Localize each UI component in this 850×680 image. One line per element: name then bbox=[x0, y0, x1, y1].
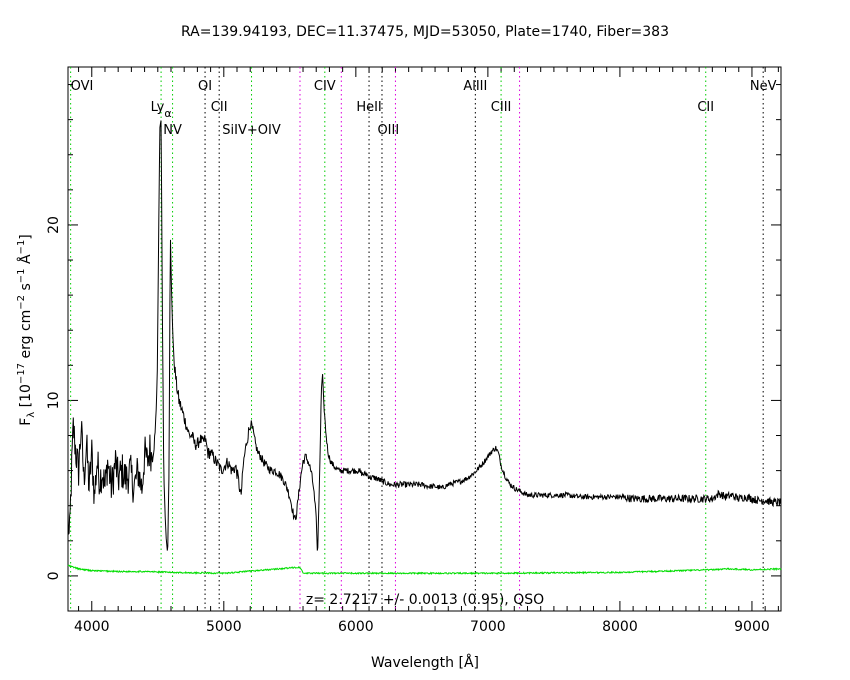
y-axis-label-mid1: erg cm bbox=[18, 310, 34, 363]
spectral-line-label: CIV bbox=[314, 79, 336, 94]
y-axis-label-exp1: −17 bbox=[16, 363, 27, 384]
y-axis-label-mid3: Å bbox=[17, 254, 34, 268]
spectral-line-label: SiIV+OIV bbox=[222, 123, 281, 138]
y-axis-label-prefix: F bbox=[18, 418, 34, 426]
y-axis-label-body: [10 bbox=[18, 384, 34, 412]
y-axis-label-exp2: −2 bbox=[16, 295, 27, 310]
x-tick-label: 6000 bbox=[338, 619, 374, 635]
spectral-line-label: AlIII bbox=[463, 79, 487, 94]
spectral-line-label-sub: α bbox=[164, 107, 171, 120]
plot-frame bbox=[67, 66, 782, 612]
spectral-line-label: HeII bbox=[356, 100, 381, 115]
y-axis-label-sub: λ bbox=[26, 412, 37, 418]
x-tick-label: 9000 bbox=[734, 619, 770, 635]
y-axis-label-mid2: s bbox=[18, 283, 34, 295]
x-tick-label: 7000 bbox=[470, 619, 506, 635]
spectral-line-label: CII bbox=[211, 100, 228, 115]
y-axis-label-end: ] bbox=[18, 234, 34, 239]
spectral-line-label: OIII bbox=[377, 123, 399, 138]
plot-area: 4000 5000 6000 7000 8000 900001020OVILyαNVOIC… bbox=[46, 66, 782, 635]
flux-series-line bbox=[67, 120, 782, 551]
x-tick-label: 4000 bbox=[74, 619, 110, 635]
error-series-line bbox=[67, 564, 782, 576]
x-tick-label: 8000 bbox=[602, 619, 638, 635]
y-axis-label-exp4: −1 bbox=[16, 240, 27, 255]
spectral-line-label: CII bbox=[697, 100, 714, 115]
spectral-line-label: OVI bbox=[71, 79, 94, 94]
y-tick-label: 0 bbox=[46, 571, 62, 580]
redshift-annotation: z= 2.7217 +/- 0.0013 (0.95), QSO bbox=[306, 592, 544, 608]
spectral-line-label: OI bbox=[198, 79, 212, 94]
x-axis-label: Wavelength [Å] bbox=[371, 654, 479, 671]
spectral-line-label: CIII bbox=[491, 100, 512, 115]
x-tick-label: 5000 bbox=[206, 619, 242, 635]
y-tick-label: 20 bbox=[46, 216, 62, 234]
y-axis-label: Fλ [10−17 erg cm−2 s−1 Å−1] bbox=[16, 234, 37, 426]
spectral-line-label: NeV bbox=[750, 79, 777, 94]
spectral-line-label: NV bbox=[163, 123, 182, 138]
y-axis-label-exp3: −1 bbox=[16, 268, 27, 283]
y-tick-label: 10 bbox=[46, 392, 62, 410]
chart-title: RA=139.94193, DEC=11.37475, MJD=53050, P… bbox=[181, 24, 669, 40]
